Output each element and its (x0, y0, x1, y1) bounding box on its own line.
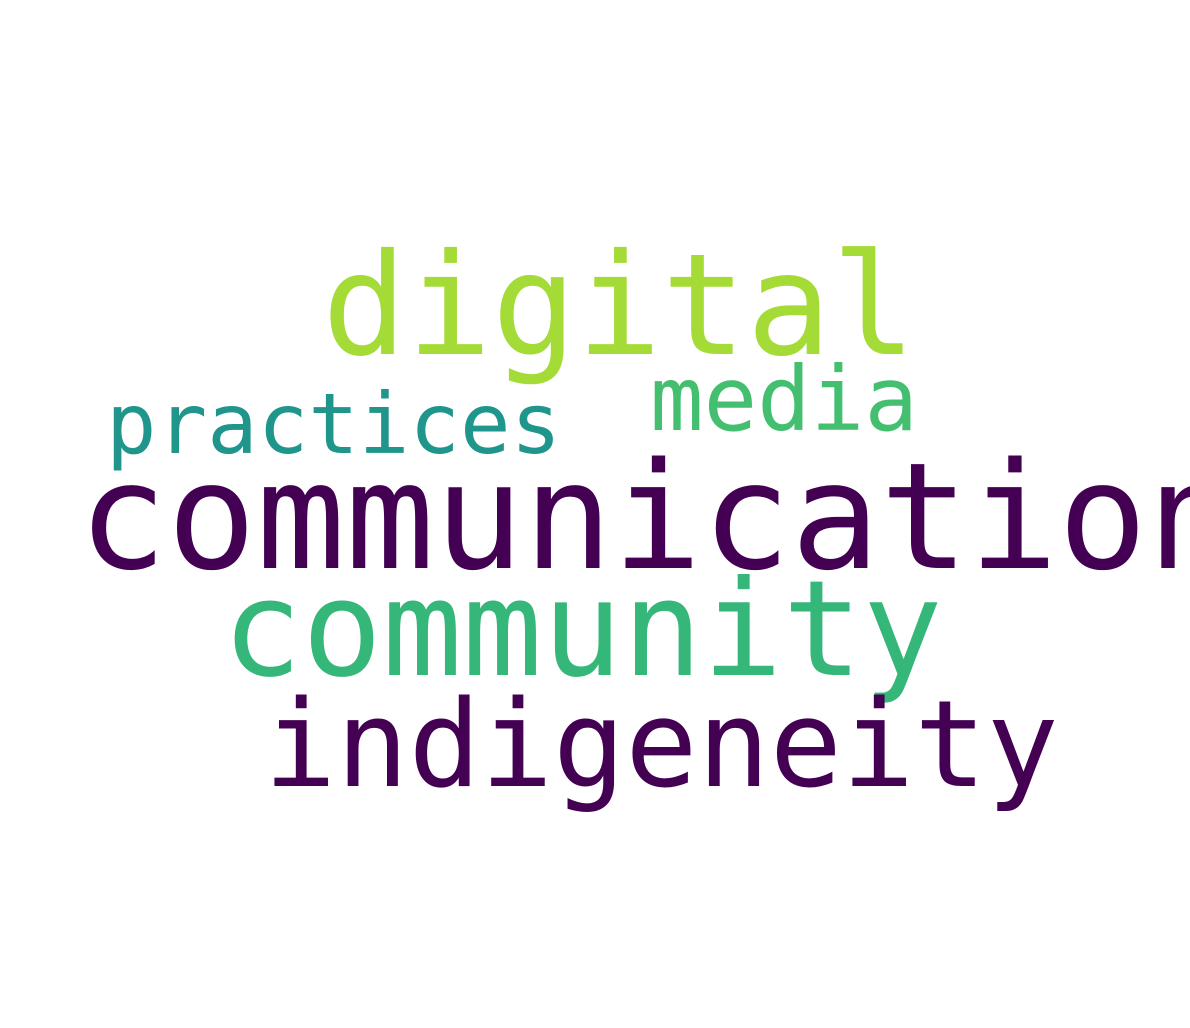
word-media: media (650, 347, 918, 451)
word-practices: practices (106, 375, 562, 473)
word-digital: digital (322, 224, 917, 388)
word-communication: communication (78, 431, 1190, 603)
word-community: community (222, 553, 943, 707)
word-indigeneity: indigeneity (264, 676, 1059, 815)
